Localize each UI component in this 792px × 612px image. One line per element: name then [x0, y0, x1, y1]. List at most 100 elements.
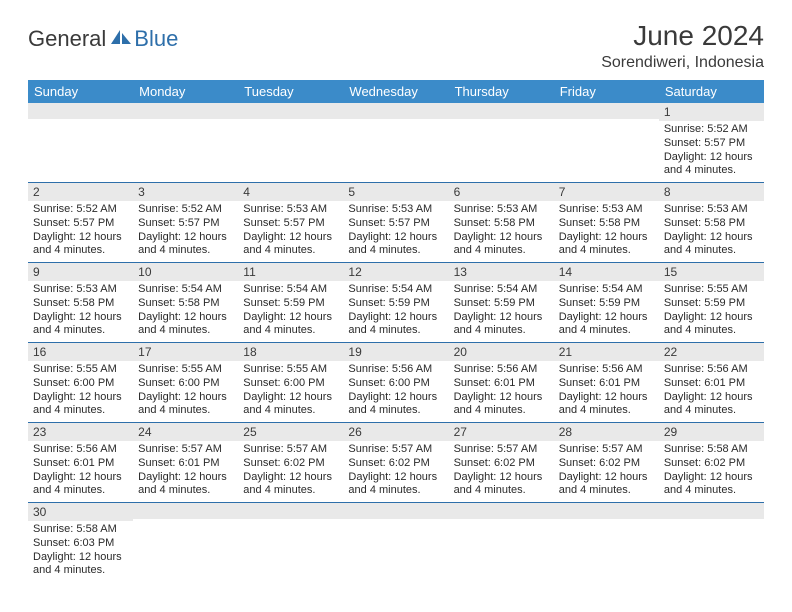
sunrise-line: Sunrise: 5:58 AM	[664, 443, 759, 457]
day-cell: 24Sunrise: 5:57 AMSunset: 6:01 PMDayligh…	[133, 423, 238, 503]
day-body: Sunrise: 5:57 AMSunset: 6:02 PMDaylight:…	[343, 441, 448, 502]
sunrise-label: Sunrise:	[664, 283, 704, 295]
sunset-label: Sunset:	[348, 457, 385, 469]
day-number: 20	[449, 343, 554, 361]
daylight-label: Daylight:	[138, 391, 181, 403]
day-body: Sunrise: 5:56 AMSunset: 6:01 PMDaylight:…	[554, 361, 659, 422]
daylight-label: Daylight:	[243, 231, 286, 243]
sunset-value: 5:58 PM	[704, 217, 745, 229]
day-cell: 27Sunrise: 5:57 AMSunset: 6:02 PMDayligh…	[449, 423, 554, 503]
sunrise-line: Sunrise: 5:54 AM	[454, 283, 549, 297]
sunset-line: Sunset: 6:00 PM	[33, 377, 128, 391]
daylight-line: Daylight: 12 hours and 4 minutes.	[559, 231, 654, 259]
sunrise-value: 5:57 AM	[602, 443, 642, 455]
day-number	[238, 503, 343, 519]
sunset-value: 5:57 PM	[389, 217, 430, 229]
day-body: Sunrise: 5:58 AMSunset: 6:02 PMDaylight:…	[659, 441, 764, 502]
day-body	[238, 519, 343, 569]
sunset-line: Sunset: 6:01 PM	[559, 377, 654, 391]
sunrise-label: Sunrise:	[243, 203, 283, 215]
daylight-label: Daylight:	[348, 391, 391, 403]
day-number: 2	[28, 183, 133, 201]
day-body	[133, 119, 238, 169]
sunset-value: 5:58 PM	[599, 217, 640, 229]
day-body: Sunrise: 5:55 AMSunset: 6:00 PMDaylight:…	[133, 361, 238, 422]
sunrise-label: Sunrise:	[138, 363, 178, 375]
sunset-value: 6:00 PM	[73, 377, 114, 389]
sunset-line: Sunset: 6:01 PM	[664, 377, 759, 391]
day-body	[343, 519, 448, 569]
day-number	[554, 103, 659, 119]
day-cell: 26Sunrise: 5:57 AMSunset: 6:02 PMDayligh…	[343, 423, 448, 503]
daylight-line: Daylight: 12 hours and 4 minutes.	[138, 311, 233, 339]
day-body: Sunrise: 5:54 AMSunset: 5:59 PMDaylight:…	[449, 281, 554, 342]
sunset-value: 6:00 PM	[179, 377, 220, 389]
day-number: 18	[238, 343, 343, 361]
day-cell: 12Sunrise: 5:54 AMSunset: 5:59 PMDayligh…	[343, 263, 448, 343]
sunrise-line: Sunrise: 5:56 AM	[559, 363, 654, 377]
daylight-label: Daylight:	[33, 231, 76, 243]
day-cell: 11Sunrise: 5:54 AMSunset: 5:59 PMDayligh…	[238, 263, 343, 343]
day-body: Sunrise: 5:55 AMSunset: 6:00 PMDaylight:…	[238, 361, 343, 422]
daylight-line: Daylight: 12 hours and 4 minutes.	[664, 231, 759, 259]
day-body: Sunrise: 5:55 AMSunset: 5:59 PMDaylight:…	[659, 281, 764, 342]
sunset-value: 6:00 PM	[389, 377, 430, 389]
sunset-label: Sunset:	[559, 297, 596, 309]
sunrise-value: 5:53 AM	[707, 203, 747, 215]
day-body: Sunrise: 5:52 AMSunset: 5:57 PMDaylight:…	[659, 121, 764, 182]
sunrise-label: Sunrise:	[138, 203, 178, 215]
day-number: 30	[28, 503, 133, 521]
day-body: Sunrise: 5:52 AMSunset: 5:57 PMDaylight:…	[133, 201, 238, 262]
sunrise-label: Sunrise:	[348, 443, 388, 455]
sunset-value: 6:03 PM	[73, 537, 114, 549]
sunrise-label: Sunrise:	[559, 443, 599, 455]
daylight-line: Daylight: 12 hours and 4 minutes.	[454, 311, 549, 339]
sunrise-label: Sunrise:	[664, 123, 704, 135]
sunset-line: Sunset: 5:58 PM	[454, 217, 549, 231]
empty-cell	[554, 103, 659, 183]
sunset-label: Sunset:	[664, 377, 701, 389]
weekday-header: Wednesday	[343, 80, 448, 103]
sunset-line: Sunset: 5:58 PM	[138, 297, 233, 311]
sunset-line: Sunset: 5:57 PM	[664, 137, 759, 151]
sunset-line: Sunset: 5:58 PM	[664, 217, 759, 231]
weekday-header: Thursday	[449, 80, 554, 103]
sunset-line: Sunset: 6:01 PM	[454, 377, 549, 391]
day-body	[133, 519, 238, 569]
day-number	[133, 103, 238, 119]
sunrise-line: Sunrise: 5:54 AM	[243, 283, 338, 297]
day-cell: 3Sunrise: 5:52 AMSunset: 5:57 PMDaylight…	[133, 183, 238, 263]
daylight-label: Daylight:	[138, 471, 181, 483]
day-body	[554, 519, 659, 569]
day-number	[449, 503, 554, 519]
sunset-value: 5:57 PM	[284, 217, 325, 229]
day-cell: 6Sunrise: 5:53 AMSunset: 5:58 PMDaylight…	[449, 183, 554, 263]
day-body: Sunrise: 5:58 AMSunset: 6:03 PMDaylight:…	[28, 521, 133, 582]
day-body	[659, 519, 764, 569]
sunrise-label: Sunrise:	[664, 203, 704, 215]
day-body: Sunrise: 5:56 AMSunset: 6:00 PMDaylight:…	[343, 361, 448, 422]
daylight-label: Daylight:	[33, 471, 76, 483]
daylight-label: Daylight:	[454, 471, 497, 483]
day-number: 27	[449, 423, 554, 441]
daylight-label: Daylight:	[454, 391, 497, 403]
day-cell: 10Sunrise: 5:54 AMSunset: 5:58 PMDayligh…	[133, 263, 238, 343]
sunset-label: Sunset:	[664, 217, 701, 229]
day-body	[343, 119, 448, 169]
sunset-value: 6:02 PM	[389, 457, 430, 469]
empty-cell	[238, 103, 343, 183]
sunrise-value: 5:52 AM	[707, 123, 747, 135]
day-cell: 13Sunrise: 5:54 AMSunset: 5:59 PMDayligh…	[449, 263, 554, 343]
sunset-line: Sunset: 5:59 PM	[348, 297, 443, 311]
sunrise-value: 5:54 AM	[287, 283, 327, 295]
sunrise-line: Sunrise: 5:57 AM	[138, 443, 233, 457]
sunrise-line: Sunrise: 5:55 AM	[33, 363, 128, 377]
sunset-line: Sunset: 6:01 PM	[138, 457, 233, 471]
day-number: 13	[449, 263, 554, 281]
daylight-label: Daylight:	[454, 311, 497, 323]
sunset-label: Sunset:	[664, 457, 701, 469]
daylight-line: Daylight: 12 hours and 4 minutes.	[33, 551, 128, 579]
daylight-line: Daylight: 12 hours and 4 minutes.	[664, 391, 759, 419]
day-cell: 5Sunrise: 5:53 AMSunset: 5:57 PMDaylight…	[343, 183, 448, 263]
sunset-line: Sunset: 5:59 PM	[664, 297, 759, 311]
